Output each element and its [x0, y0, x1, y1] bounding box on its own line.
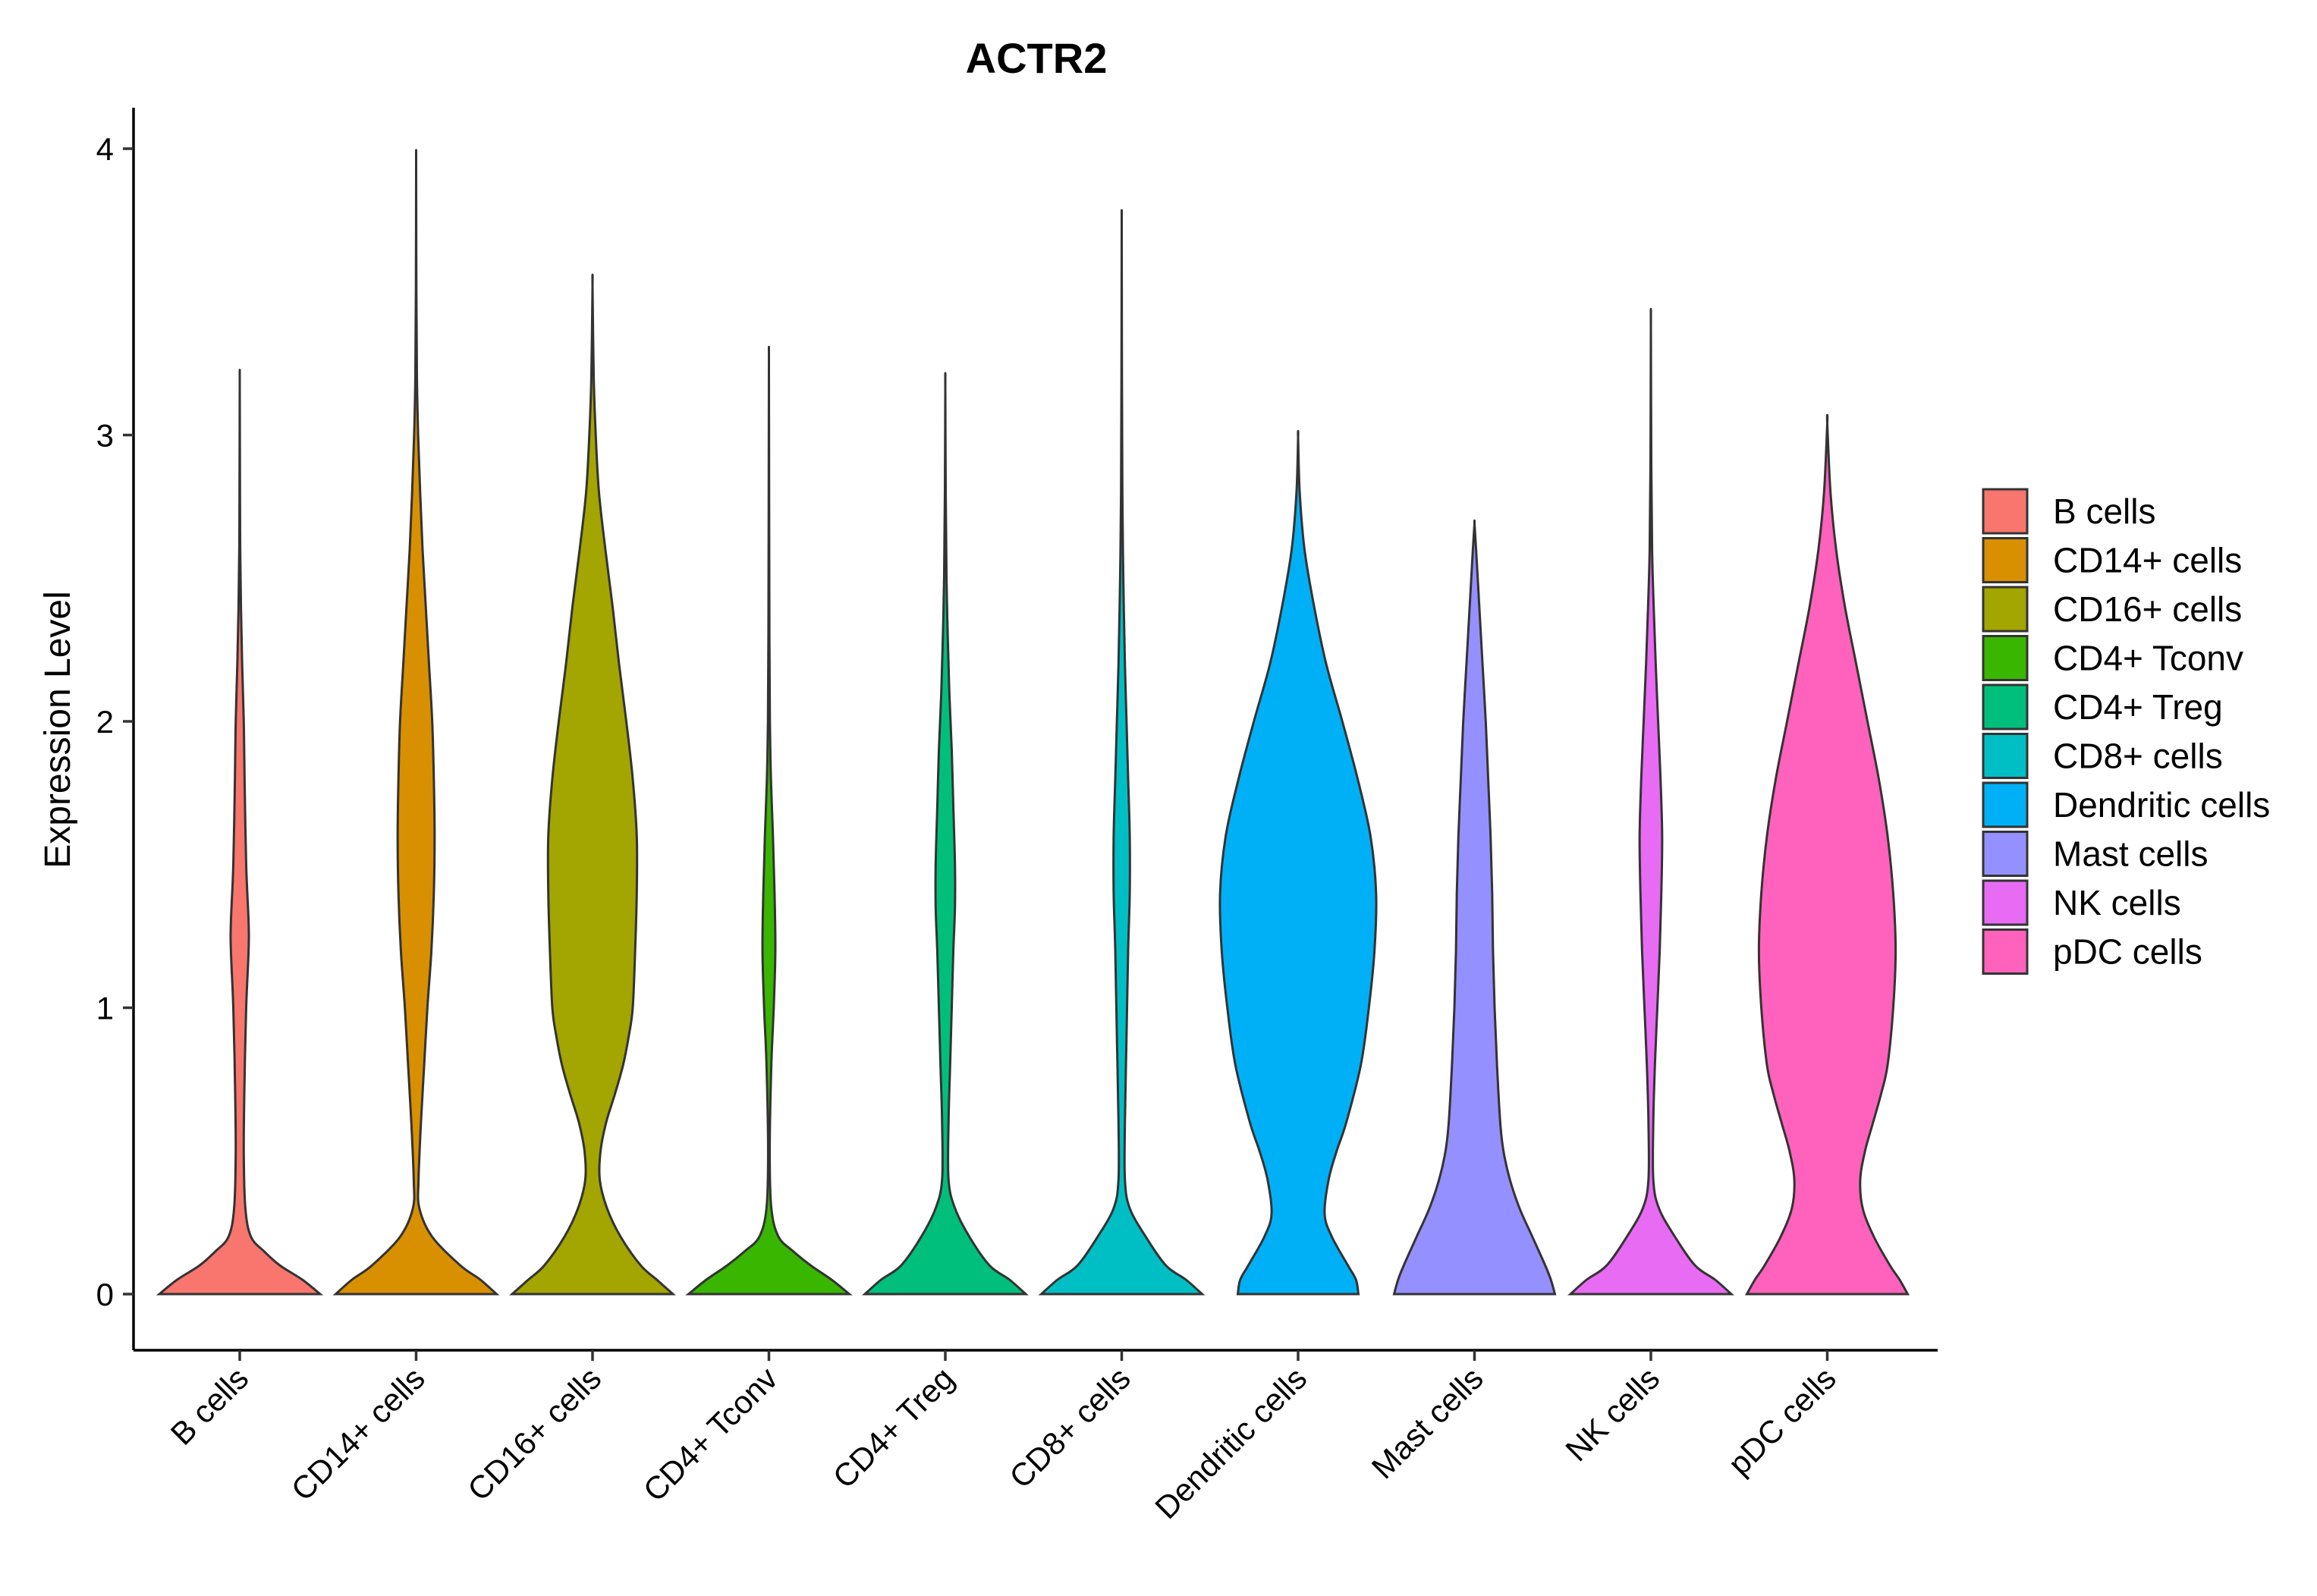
y-tick-label: 2: [96, 704, 114, 740]
legend-label-pdc-cells: pDC cells: [2053, 932, 2202, 972]
chart-title: ACTR2: [966, 34, 1108, 82]
legend: B cells CD14+ cells CD16+ cells CD4+ Tconv C…: [1982, 488, 2270, 975]
legend-key-pdc-cells: [1982, 928, 2029, 975]
legend-key-cd8-plus-cells: [1982, 733, 2029, 779]
violin-group: [156, 149, 1910, 1296]
violin-cd4-plus-treg: [862, 372, 1029, 1296]
y-axis-title: Expression Level: [38, 591, 78, 869]
y-tick-label: 3: [96, 418, 114, 454]
violin-cd16-plus-cells: [509, 273, 676, 1296]
violin-nk-cells: [1567, 307, 1734, 1296]
x-tick-label-cd16-plus-cells: CD16+ cells: [461, 1360, 608, 1507]
x-tick-label-cd8-plus-cells: CD8+ cells: [1002, 1360, 1137, 1495]
x-tick-label-dendritic-cells: Dendritic cells: [1148, 1360, 1313, 1525]
legend-label-mast-cells: Mast cells: [2053, 834, 2208, 874]
legend-key-cd4-plus-tconv: [1982, 635, 2029, 681]
violin-cd4-plus-tconv: [685, 346, 853, 1296]
legend-label-cd14-plus-cells: CD14+ cells: [2053, 541, 2242, 580]
legend-label-cd16-plus-cells: CD16+ cells: [2053, 589, 2242, 629]
x-tick-label-nk-cells: NK cells: [1558, 1360, 1666, 1468]
violin-cd14-plus-cells: [332, 149, 500, 1296]
x-tick-label-pdc-cells: pDC cells: [1721, 1360, 1843, 1481]
legend-key-nk-cells: [1982, 879, 2029, 926]
x-tick-label-cd14-plus-cells: CD14+ cells: [285, 1360, 432, 1507]
violin-pdc-cells: [1744, 413, 1910, 1296]
legend-key-dendritic-cells: [1982, 781, 2029, 828]
x-tick-label-b-cells: B cells: [164, 1360, 256, 1452]
y-tick-label: 1: [96, 991, 114, 1026]
violin-cd8-plus-cells: [1038, 209, 1206, 1296]
legend-key-mast-cells: [1982, 831, 2029, 877]
x-tick-label-cd4-plus-tconv: CD4+ Tconv: [637, 1360, 784, 1508]
legend-key-cd16-plus-cells: [1982, 586, 2029, 633]
x-tick-label-mast-cells: Mast cells: [1365, 1360, 1490, 1485]
legend-label-b-cells: B cells: [2053, 492, 2155, 531]
legend-label-cd4-plus-tconv: CD4+ Tconv: [2053, 639, 2243, 678]
violin-mast-cells: [1392, 519, 1557, 1296]
legend-key-cd14-plus-cells: [1982, 537, 2029, 583]
legend-label-nk-cells: NK cells: [2053, 883, 2181, 922]
y-tick-label: 0: [96, 1277, 114, 1312]
legend-label-dendritic-cells: Dendritic cells: [2053, 785, 2270, 825]
y-tick-label: 4: [96, 131, 114, 167]
x-tick-label-cd4-plus-treg: CD4+ Treg: [826, 1360, 961, 1495]
legend-label-cd4-plus-treg: CD4+ Treg: [2053, 687, 2223, 727]
violin-dendritic-cells: [1218, 429, 1378, 1296]
violin-b-cells: [156, 369, 324, 1296]
legend-key-cd4-plus-treg: [1982, 683, 2029, 730]
legend-label-cd8-plus-cells: CD8+ cells: [2053, 737, 2223, 776]
legend-key-b-cells: [1982, 488, 2029, 535]
